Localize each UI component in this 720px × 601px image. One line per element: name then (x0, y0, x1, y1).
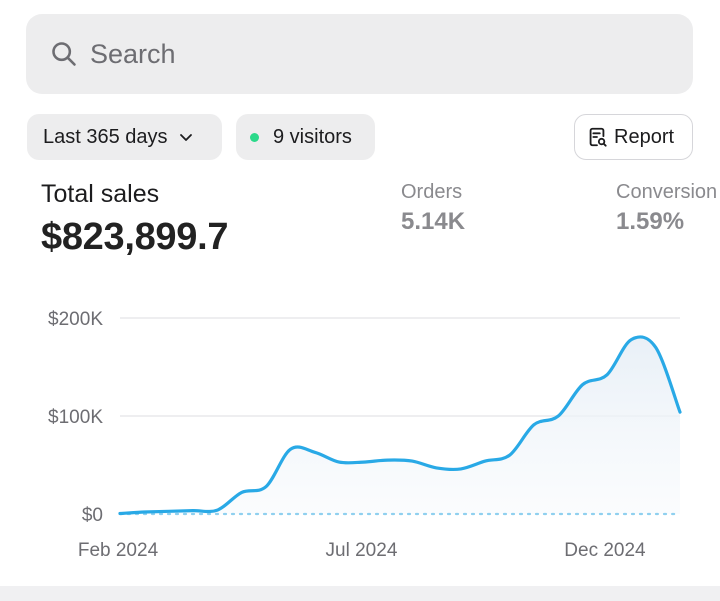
data-point (141, 509, 147, 515)
report-button[interactable]: Report (574, 114, 693, 160)
data-point (117, 511, 123, 517)
search-bar[interactable] (26, 14, 693, 94)
data-point (482, 458, 488, 464)
data-point (434, 465, 440, 471)
data-point (190, 508, 196, 514)
live-status-dot (250, 132, 259, 142)
data-point (409, 458, 415, 464)
data-point (653, 344, 659, 350)
data-point (166, 508, 172, 514)
data-point (360, 459, 366, 465)
orders-value: 5.14K (401, 208, 466, 235)
y-tick-label: $100K (48, 407, 103, 428)
conversion-label: Conversion (616, 181, 718, 203)
x-tick-label: Jul 2024 (326, 540, 398, 561)
data-point (628, 337, 634, 343)
data-point (507, 452, 513, 458)
data-point (263, 484, 269, 490)
sales-chart[interactable]: $0 $100K $200K Feb 2024 Jul 2024 Dec 2024 (0, 290, 720, 580)
search-icon (52, 42, 76, 66)
report-label: Report (614, 125, 675, 148)
data-point (214, 507, 220, 513)
x-tick-label: Dec 2024 (564, 540, 646, 561)
data-point (677, 409, 683, 415)
y-tick-label: $200K (48, 309, 103, 330)
data-point (555, 413, 561, 419)
y-tick-label: $0 (82, 505, 103, 526)
total-sales-value: $823,899.7 (41, 216, 229, 258)
visitors-badge[interactable]: 9 visitors (236, 114, 375, 160)
search-input[interactable] (88, 37, 652, 71)
sales-line (118, 335, 682, 516)
data-point (336, 459, 342, 465)
bottom-bar (0, 586, 720, 601)
data-point (312, 449, 318, 455)
sales-chart-svg: $0 $100K $200K Feb 2024 Jul 2024 Dec 2024 (48, 309, 683, 561)
chevron-down-icon (179, 134, 192, 141)
data-point (458, 466, 464, 472)
visitors-label: 9 visitors (273, 125, 352, 148)
data-point (287, 446, 293, 452)
date-range-label: Last 365 days (43, 125, 168, 148)
data-point (385, 457, 391, 463)
data-point (239, 489, 245, 495)
total-sales-label: Total sales (41, 180, 160, 208)
report-icon (589, 127, 607, 147)
date-range-dropdown[interactable]: Last 365 days (27, 114, 222, 160)
sales-area-fill (120, 336, 680, 514)
data-point (580, 382, 586, 388)
orders-label: Orders (401, 181, 463, 203)
conversion-value: 1.59% (616, 208, 685, 235)
x-tick-label: Feb 2024 (78, 540, 159, 561)
data-point (531, 422, 537, 428)
data-point (604, 372, 610, 378)
